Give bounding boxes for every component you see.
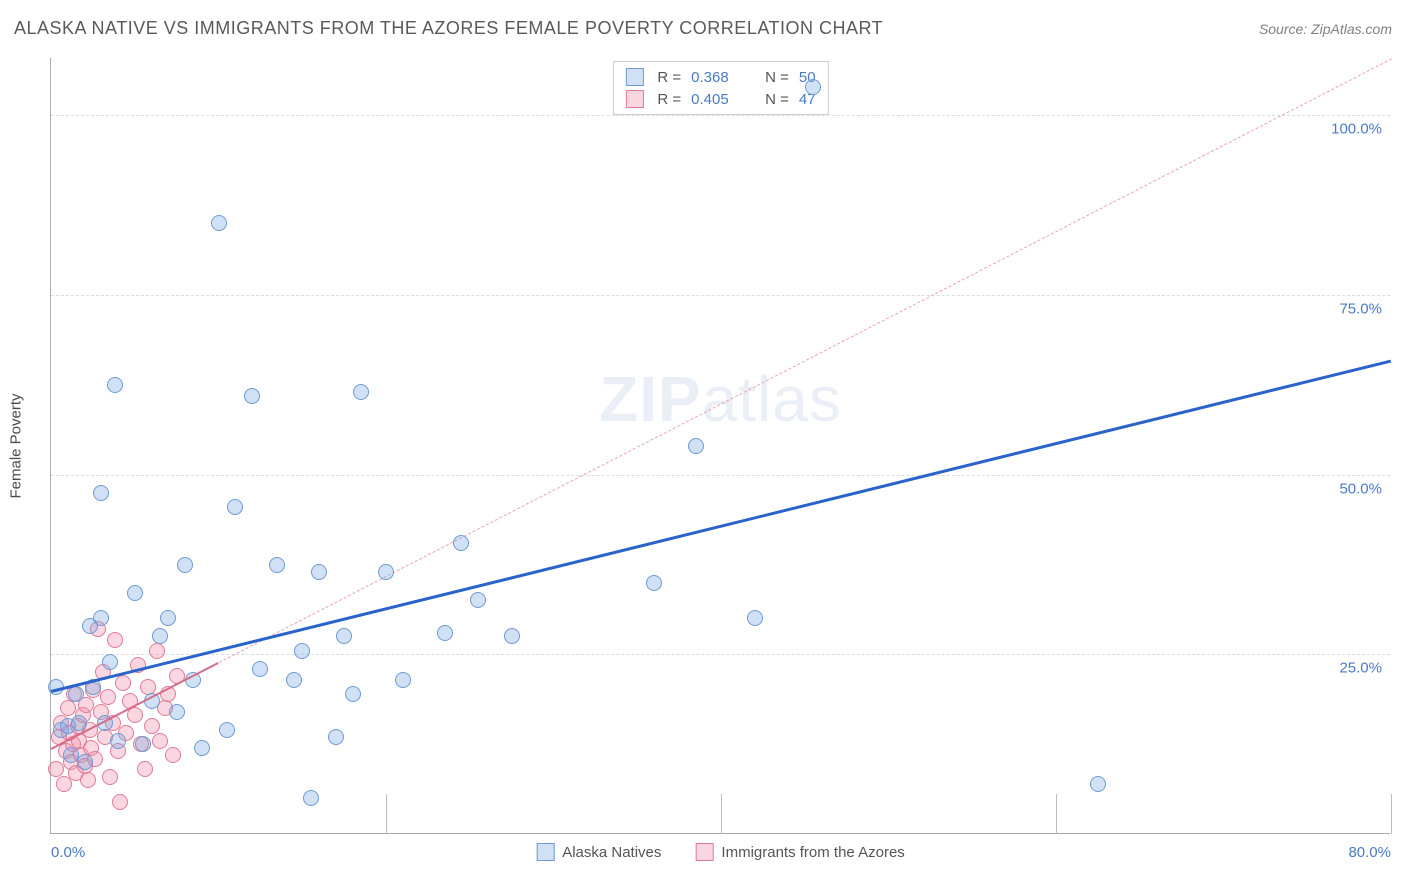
source-prefix: Source: [1259, 21, 1311, 37]
scatter-marker [93, 610, 109, 626]
scatter-marker [747, 610, 763, 626]
scatter-marker [149, 643, 165, 659]
scatter-marker [286, 672, 302, 688]
ytick-label: 100.0% [1331, 121, 1382, 138]
series-legend: Alaska Natives Immigrants from the Azore… [536, 843, 905, 861]
scatter-marker [453, 535, 469, 551]
scatter-marker [71, 715, 87, 731]
scatter-marker [102, 654, 118, 670]
scatter-marker [437, 625, 453, 641]
scatter-marker [353, 384, 369, 400]
scatter-marker [311, 564, 327, 580]
watermark-zip: ZIP [599, 363, 702, 435]
gridline-vertical [1391, 794, 1392, 834]
gridline-vertical [1056, 794, 1057, 834]
scatter-marker [110, 733, 126, 749]
scatter-marker [165, 747, 181, 763]
scatter-marker [345, 686, 361, 702]
gridline-vertical [386, 794, 387, 834]
scatter-marker [219, 722, 235, 738]
scatter-marker [68, 686, 84, 702]
scatter-marker [328, 729, 344, 745]
r-label: R = [657, 91, 681, 108]
trend-line [51, 360, 1392, 693]
gridline-horizontal [51, 115, 1390, 116]
scatter-marker [1090, 776, 1106, 792]
stats-legend: R = 0.368 N = 50 R = 0.405 N = 47 [612, 61, 828, 115]
scatter-marker [336, 628, 352, 644]
xtick-label: 80.0% [1348, 844, 1391, 861]
watermark: ZIPatlas [599, 362, 842, 436]
scatter-marker [688, 438, 704, 454]
scatter-marker [470, 592, 486, 608]
swatch-series-2 [625, 90, 643, 108]
legend-label-series-2: Immigrants from the Azores [721, 844, 904, 861]
scatter-marker [194, 740, 210, 756]
source-name: ZipAtlas.com [1311, 21, 1392, 37]
scatter-marker [378, 564, 394, 580]
scatter-marker [504, 628, 520, 644]
scatter-marker [805, 79, 821, 95]
scatter-marker [646, 575, 662, 591]
scatter-marker [135, 736, 151, 752]
scatter-marker [115, 675, 131, 691]
scatter-marker [93, 485, 109, 501]
scatter-marker [107, 632, 123, 648]
scatter-marker [294, 643, 310, 659]
gridline-horizontal [51, 654, 1390, 655]
source-attribution: Source: ZipAtlas.com [1259, 21, 1392, 37]
scatter-marker [137, 761, 153, 777]
scatter-marker [269, 557, 285, 573]
scatter-marker [244, 388, 260, 404]
legend-item-series-2: Immigrants from the Azores [695, 843, 904, 861]
scatter-marker [152, 733, 168, 749]
y-axis-title: Female Poverty [8, 393, 25, 498]
ytick-label: 50.0% [1339, 480, 1382, 497]
scatter-marker [112, 794, 128, 810]
chart-title: ALASKA NATIVE VS IMMIGRANTS FROM THE AZO… [14, 18, 883, 39]
scatter-marker [227, 499, 243, 515]
swatch-series-1 [625, 68, 643, 86]
swatch-bottom-1 [536, 843, 554, 861]
scatter-marker [140, 679, 156, 695]
scatter-marker [102, 769, 118, 785]
scatter-marker [100, 689, 116, 705]
n-label: N = [765, 91, 789, 108]
gridline-horizontal [51, 295, 1390, 296]
xtick-label: 0.0% [51, 844, 85, 861]
legend-item-series-1: Alaska Natives [536, 843, 661, 861]
scatter-marker [80, 772, 96, 788]
plot-area: ZIPatlas R = 0.368 N = 50 R = 0.405 N = … [50, 58, 1390, 834]
swatch-bottom-2 [695, 843, 713, 861]
trend-line [51, 662, 219, 750]
scatter-marker [127, 585, 143, 601]
r-label: R = [657, 69, 681, 86]
scatter-marker [303, 790, 319, 806]
n-label: N = [765, 69, 789, 86]
ytick-label: 75.0% [1339, 301, 1382, 318]
gridline-vertical [721, 794, 722, 834]
scatter-marker [252, 661, 268, 677]
trend-line [218, 58, 1391, 662]
scatter-marker [177, 557, 193, 573]
stats-row-series-2: R = 0.405 N = 47 [625, 88, 815, 110]
watermark-rest: atlas [702, 363, 842, 435]
r-value-series-2: 0.405 [691, 91, 747, 108]
stats-row-series-1: R = 0.368 N = 50 [625, 66, 815, 88]
scatter-marker [60, 700, 76, 716]
scatter-marker [107, 377, 123, 393]
scatter-marker [395, 672, 411, 688]
scatter-marker [152, 628, 168, 644]
ytick-label: 25.0% [1339, 660, 1382, 677]
gridline-horizontal [51, 475, 1390, 476]
scatter-marker [211, 215, 227, 231]
scatter-marker [169, 704, 185, 720]
r-value-series-1: 0.368 [691, 69, 747, 86]
scatter-marker [160, 610, 176, 626]
chart-header: ALASKA NATIVE VS IMMIGRANTS FROM THE AZO… [14, 18, 1392, 39]
scatter-marker [77, 754, 93, 770]
legend-label-series-1: Alaska Natives [562, 844, 661, 861]
